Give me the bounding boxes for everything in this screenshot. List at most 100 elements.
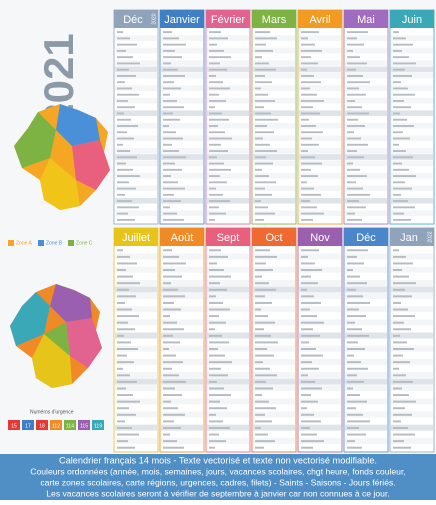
- day-text: [347, 308, 359, 311]
- day-text: [255, 328, 264, 331]
- day-text: [347, 269, 353, 272]
- day-text: [117, 56, 133, 59]
- day-text: [209, 275, 231, 278]
- day-text: [393, 255, 406, 258]
- day-row: [207, 437, 249, 444]
- day-text: [117, 308, 132, 311]
- day-text: [393, 348, 414, 350]
- day-text: [163, 87, 181, 90]
- day-text: [347, 348, 365, 350]
- day-text: [255, 295, 265, 298]
- day-text: [255, 255, 277, 258]
- day-text: [209, 37, 228, 40]
- day-row: [345, 97, 387, 104]
- day-row: [391, 339, 433, 346]
- day-row: [115, 35, 157, 41]
- day-text: [347, 262, 364, 265]
- day-row: [391, 266, 433, 273]
- day-text: [117, 31, 123, 34]
- day-text: [117, 249, 123, 252]
- day-row: [253, 85, 295, 91]
- caption-band: [0, 454, 436, 500]
- day-row: [161, 197, 203, 204]
- day-row: [391, 160, 433, 167]
- day-text: [301, 156, 315, 159]
- zone-swatch: [68, 240, 74, 246]
- day-text: [117, 156, 137, 159]
- day-row: [253, 79, 295, 85]
- day-text: [347, 181, 356, 184]
- day-row: [207, 66, 249, 73]
- day-text: [209, 413, 216, 416]
- day-text: [209, 341, 229, 344]
- day-text: [301, 31, 319, 34]
- day-text: [301, 175, 318, 178]
- day-text: [393, 334, 400, 337]
- day-text: [163, 37, 179, 40]
- day-row: [391, 358, 433, 365]
- day-row: [253, 293, 295, 300]
- day-row: [391, 404, 433, 411]
- day-text: [301, 400, 318, 403]
- day-text: [301, 74, 314, 77]
- day-row: [253, 431, 295, 438]
- day-row: [207, 404, 249, 411]
- day-row: [345, 35, 387, 41]
- day-text: [255, 374, 277, 377]
- day-text: [301, 334, 320, 337]
- day-text: [209, 125, 218, 127]
- day-text: [209, 93, 219, 96]
- month-name: Février: [211, 14, 246, 26]
- day-text: [255, 426, 261, 429]
- day-text: [393, 168, 409, 171]
- day-row: [345, 166, 387, 173]
- day-row: [299, 424, 341, 431]
- day-row: [299, 404, 341, 411]
- day-text: [255, 100, 275, 102]
- day-text: [301, 446, 313, 449]
- day-text: [347, 315, 366, 318]
- day-text: [347, 37, 357, 40]
- day-text: [393, 269, 402, 272]
- day-row: [207, 129, 249, 135]
- day-text: [209, 288, 227, 291]
- day-text: [163, 282, 171, 285]
- day-row: [345, 325, 387, 332]
- day-row: [391, 197, 433, 204]
- day-text: [255, 361, 263, 364]
- day-row: [207, 352, 249, 359]
- day-text: [209, 367, 221, 370]
- day-row: [345, 135, 387, 142]
- day-row: [207, 286, 249, 293]
- day-text: [255, 125, 267, 127]
- day-text: [163, 68, 178, 71]
- day-text: [255, 68, 276, 71]
- day-row: [253, 378, 295, 385]
- day-row: [391, 319, 433, 326]
- day-text: [209, 100, 226, 102]
- day-text: [163, 354, 176, 357]
- day-row: [299, 72, 341, 79]
- day-row: [253, 141, 295, 148]
- day-row: [161, 91, 203, 98]
- month-name: Oct: [265, 232, 282, 244]
- day-text: [301, 301, 321, 304]
- month-name: Janvier: [164, 14, 200, 26]
- month-header: [252, 228, 296, 246]
- day-row: [299, 253, 341, 260]
- day-text: [163, 43, 186, 46]
- day-row: [345, 210, 387, 217]
- day-text: [393, 49, 402, 52]
- day-row: [115, 306, 157, 313]
- month-name: Juillet: [122, 232, 150, 244]
- day-text: [393, 301, 401, 304]
- day-row: [161, 418, 203, 425]
- day-text: [117, 100, 128, 102]
- day-text: [163, 262, 186, 265]
- day-row: [299, 365, 341, 372]
- day-row: [253, 247, 295, 253]
- day-text: [163, 361, 183, 364]
- day-text: [393, 288, 405, 291]
- day-row: [207, 378, 249, 385]
